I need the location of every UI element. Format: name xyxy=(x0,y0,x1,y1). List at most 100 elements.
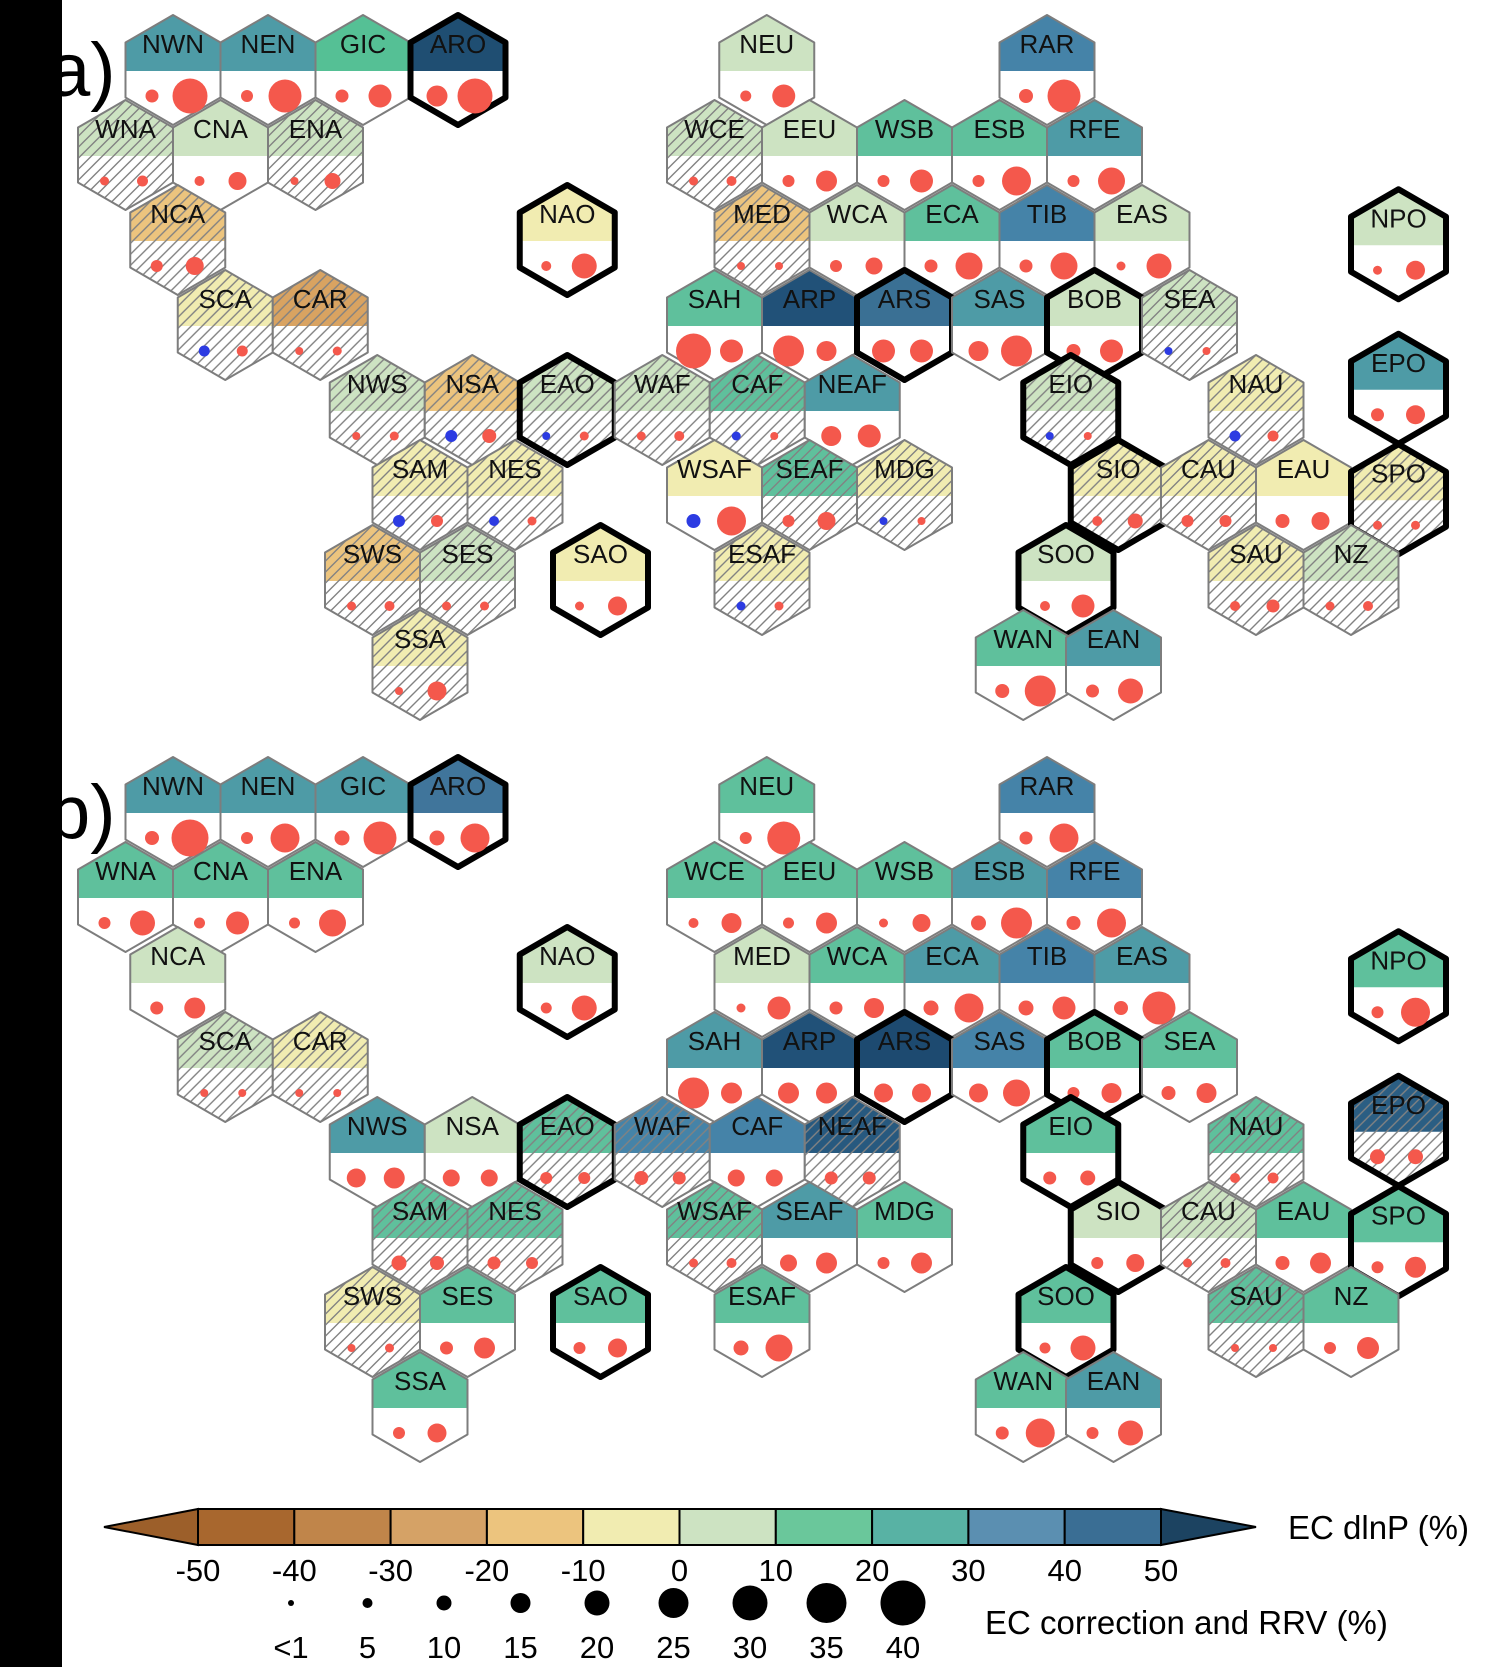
hex-border xyxy=(1207,1096,1305,1208)
hex-region-WCE: WCE xyxy=(666,841,763,953)
ec-dot-red xyxy=(573,1342,586,1354)
hex-region-code: SAS xyxy=(973,284,1025,314)
hex-region-ESB: ESB xyxy=(951,99,1048,211)
ec-dot-red xyxy=(319,909,346,937)
ec-dot-red xyxy=(816,1082,837,1104)
hex-region-code: MDG xyxy=(874,1196,935,1226)
ec-dot-red xyxy=(774,601,784,611)
ec-dot-red xyxy=(1202,347,1211,355)
hex-region-WSB: WSB xyxy=(856,99,953,211)
ec-dot-red xyxy=(440,1341,453,1355)
hex-border-thick xyxy=(407,754,509,870)
hex-region-code: TIB xyxy=(1027,941,1067,971)
hex-region-code: EAO xyxy=(540,1111,595,1141)
hex-border xyxy=(129,926,227,1038)
ec-dot-red xyxy=(1098,167,1125,195)
hex-region-code: NES xyxy=(488,1196,541,1226)
hex-region-code: CNA xyxy=(193,114,249,144)
hex-region-EAN: EAN xyxy=(1065,1351,1162,1463)
ec-dot-red xyxy=(430,1256,444,1270)
ec-dot-red xyxy=(816,912,837,934)
dot-size-legend: <1 5 10 15 20 25 30 35 40 xyxy=(273,1580,926,1665)
ec-dot-red xyxy=(1114,1001,1128,1015)
ec-dot-red xyxy=(1146,253,1172,279)
hex-region-SES: SES xyxy=(419,524,516,636)
ec-dot-red xyxy=(384,601,395,611)
hex-region-code: SES xyxy=(441,1281,493,1311)
hex-region-code: WCA xyxy=(827,941,888,971)
dot-size-sample xyxy=(584,1590,610,1616)
ec-dot-blue xyxy=(445,430,458,442)
ec-dot-red xyxy=(1267,430,1279,442)
ec-dot-red xyxy=(917,517,926,525)
ec-dot-red xyxy=(773,335,804,367)
hex-region-code: SSA xyxy=(394,1366,447,1396)
ec-dot-red xyxy=(270,823,300,853)
hex-region-code: WNA xyxy=(95,856,156,886)
hex-region-RAR: RAR xyxy=(998,756,1096,868)
hex-region-RFE: RFE xyxy=(1046,841,1143,953)
hex-region-WAF: WAF xyxy=(613,354,711,466)
hex-region-WCA: WCA xyxy=(808,184,906,296)
hex-region-code: EPO xyxy=(1371,348,1426,378)
ec-dot-red xyxy=(1405,1256,1426,1278)
hex-region-code: ENA xyxy=(289,856,343,886)
hex-border xyxy=(466,1181,564,1293)
ec-dot-red xyxy=(775,262,783,270)
ec-dot-red xyxy=(954,993,984,1023)
ec-dot-red xyxy=(816,1252,837,1274)
ec-dot-red xyxy=(385,1343,394,1353)
hex-region-EAN: EAN xyxy=(1065,609,1162,721)
hex-region-code: EAS xyxy=(1116,199,1168,229)
ec-dot-red xyxy=(1047,79,1081,113)
colorbar-tick-label: -40 xyxy=(272,1553,317,1588)
hex-region-SEA: SEA xyxy=(1141,1011,1238,1123)
ec-dot-red xyxy=(1001,907,1032,939)
ec-dot-red xyxy=(778,1082,799,1104)
ec-dot-red xyxy=(912,1083,931,1103)
hex-region-code: BOB xyxy=(1067,284,1122,314)
ec-dot-red xyxy=(324,173,341,189)
ec-dot-red xyxy=(426,85,448,107)
ec-dot-red xyxy=(1142,991,1176,1025)
ec-dot-red xyxy=(1269,1344,1277,1352)
ec-dot-red xyxy=(194,176,205,186)
hex-region-WAF: WAF xyxy=(613,1096,711,1208)
dot-size-sample xyxy=(806,1583,847,1623)
ec-dot-red xyxy=(1100,339,1123,363)
hex-region-ESB: ESB xyxy=(951,841,1048,953)
dot-size-label: 15 xyxy=(503,1630,537,1665)
hex-region-code: NWS xyxy=(347,1111,408,1141)
ec-dot-red xyxy=(1324,1342,1336,1354)
ec-dot-red xyxy=(395,687,403,695)
hex-region-code: EIO xyxy=(1048,1111,1093,1141)
hex-region-code: NEAF xyxy=(818,369,887,399)
hex-region-code: NAU xyxy=(1229,369,1284,399)
hex-region-GIC: GIC xyxy=(314,756,412,868)
ec-dot-red xyxy=(971,915,986,931)
ec-dot-red xyxy=(765,1334,793,1362)
hex-border xyxy=(271,1011,369,1123)
hex-border-thick xyxy=(550,522,651,638)
hex-region-SSA: SSA xyxy=(371,609,469,721)
ec-dot-red xyxy=(772,84,796,108)
hex-region-SAM: SAM xyxy=(371,1181,469,1293)
ec-dot-red xyxy=(995,1426,1009,1440)
ec-dot-red xyxy=(969,1083,988,1103)
ec-dot-red xyxy=(171,819,209,857)
hex-region-code: ESAF xyxy=(728,1281,796,1311)
hex-region-code: NCA xyxy=(150,941,206,971)
ec-dot-red xyxy=(1018,1000,1034,1016)
hex-region-code: NEN xyxy=(241,771,296,801)
ec-dot-red xyxy=(427,1423,447,1443)
hex-region-SAU: SAU xyxy=(1207,1266,1305,1378)
hex-region-NPO: NPO xyxy=(1348,928,1449,1045)
ec-dot-red xyxy=(1183,1258,1192,1268)
hex-border xyxy=(371,1351,469,1463)
hex-region-SAU: SAU xyxy=(1207,524,1305,636)
hex-region-SAM: SAM xyxy=(371,439,469,551)
hex-region-code: SIO xyxy=(1096,1196,1141,1226)
hex-region-SAS: SAS xyxy=(951,269,1048,381)
ec-dot-red xyxy=(1019,89,1033,103)
